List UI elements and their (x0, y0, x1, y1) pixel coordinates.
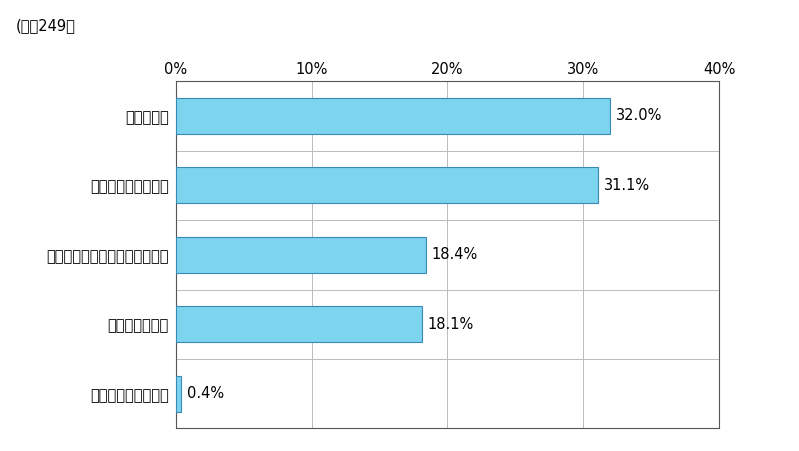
Bar (176, 237, 426, 273)
Bar (176, 376, 181, 412)
Text: 0.4%: 0.4% (187, 386, 224, 401)
Text: 18.1%: 18.1% (427, 317, 473, 332)
Text: 18.4%: 18.4% (431, 247, 477, 262)
Text: 32.0%: 32.0% (616, 108, 662, 124)
Text: 31.1%: 31.1% (604, 178, 650, 193)
Bar (176, 306, 422, 342)
Bar (176, 167, 598, 203)
Bar (176, 98, 610, 134)
Text: (Ｎ＝249）: (Ｎ＝249） (16, 18, 76, 33)
